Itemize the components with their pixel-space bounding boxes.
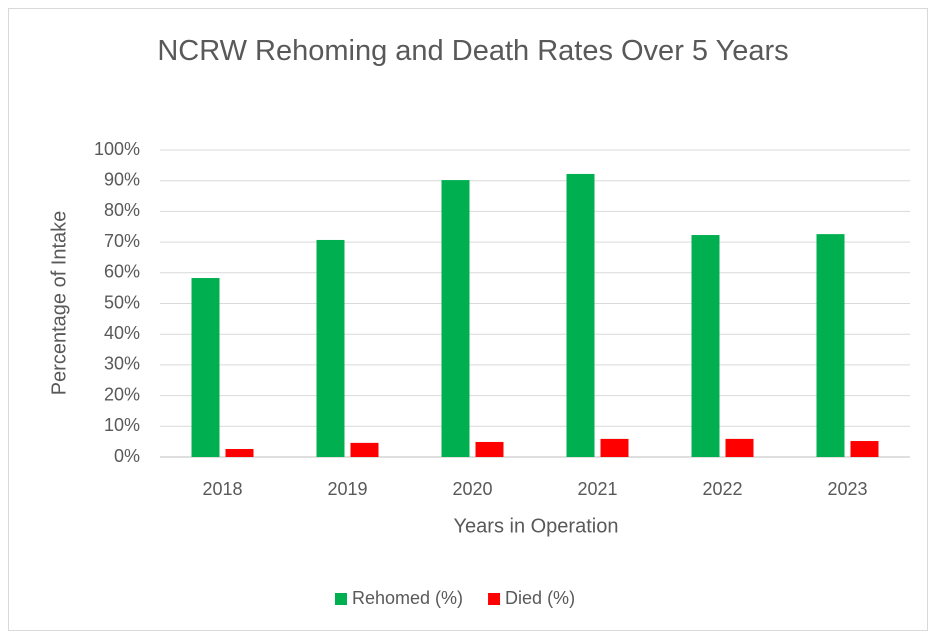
bar — [350, 442, 379, 457]
bar — [316, 239, 345, 457]
bar — [725, 438, 754, 457]
x-tick-label: 2021 — [577, 479, 617, 499]
y-tick-label: 0% — [114, 446, 140, 466]
x-axis-label: Years in Operation — [454, 515, 619, 537]
y-tick-label: 60% — [104, 262, 140, 282]
y-tick-label: 90% — [104, 169, 140, 189]
chart-border — [8, 8, 928, 631]
bar — [600, 438, 629, 457]
y-tick-label: 100% — [94, 139, 140, 159]
y-tick-label: 70% — [104, 231, 140, 251]
legend-swatch — [488, 593, 501, 605]
legend-label: Rehomed (%) — [352, 588, 463, 608]
legend-label: Died (%) — [505, 588, 575, 608]
y-axis-label: Percentage of Intake — [48, 211, 70, 396]
bar — [816, 234, 845, 457]
bar — [475, 441, 504, 457]
y-tick-label: 50% — [104, 292, 140, 312]
bar — [566, 173, 595, 458]
x-tick-label: 2018 — [202, 479, 242, 499]
bar — [191, 278, 220, 457]
chart-title: NCRW Rehoming and Death Rates Over 5 Yea… — [157, 35, 789, 67]
bar — [850, 441, 879, 457]
bar — [441, 180, 470, 457]
legend-swatch — [335, 593, 347, 605]
y-tick-label: 40% — [104, 323, 140, 343]
x-tick-label: 2020 — [452, 479, 492, 499]
y-tick-label: 80% — [104, 200, 140, 220]
x-tick-label: 2022 — [702, 479, 742, 499]
y-tick-label: 10% — [104, 415, 140, 435]
bar — [691, 235, 720, 457]
y-tick-label: 30% — [104, 354, 140, 374]
y-tick-label: 20% — [104, 384, 140, 404]
bar — [225, 449, 254, 457]
x-tick-label: 2019 — [327, 479, 367, 499]
x-tick-label: 2023 — [827, 479, 867, 499]
